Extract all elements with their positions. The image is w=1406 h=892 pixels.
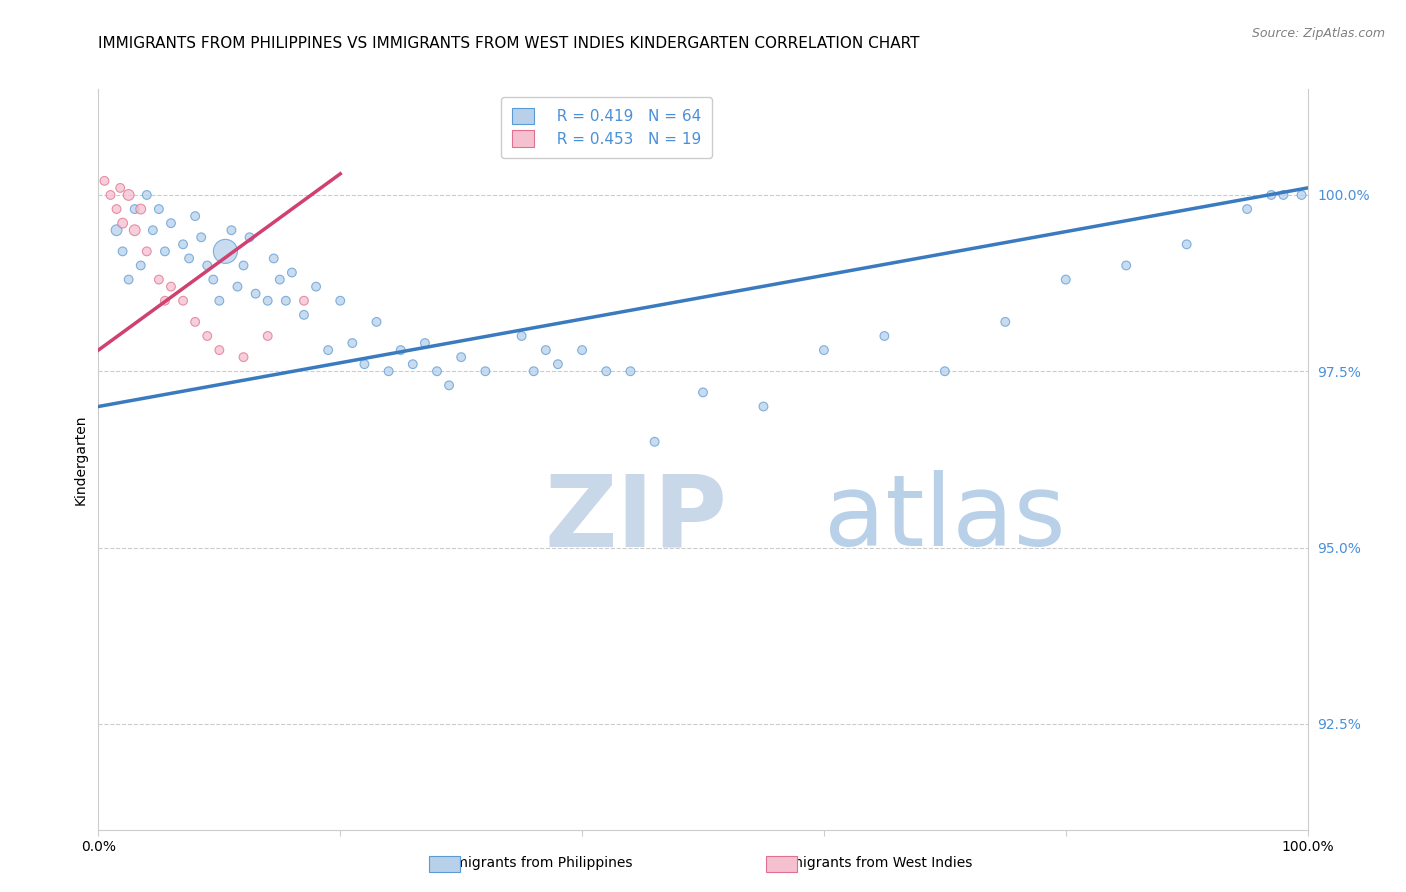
Point [195, 329, 218, 343]
Point [342, 336, 364, 351]
Point [413, 336, 436, 351]
Point [1236, 202, 1258, 216]
Point [547, 357, 569, 371]
Point [184, 209, 207, 223]
Point [316, 343, 339, 357]
Point [510, 329, 533, 343]
Point [534, 343, 557, 357]
Text: Immigrants from West Indies: Immigrants from West Indies [772, 856, 972, 871]
Point [692, 385, 714, 400]
Point [571, 343, 593, 357]
Point [366, 315, 388, 329]
Point [232, 350, 254, 364]
Point [426, 364, 449, 378]
Text: Immigrants from Philippines: Immigrants from Philippines [436, 856, 633, 871]
Point [329, 293, 352, 308]
Point [190, 230, 212, 244]
Legend:   R = 0.419   N = 64,   R = 0.453   N = 19: R = 0.419 N = 64, R = 0.453 N = 19 [501, 97, 711, 158]
Point [269, 272, 291, 286]
Point [111, 244, 134, 259]
Point [108, 181, 131, 195]
Point [281, 266, 304, 280]
Point [232, 259, 254, 273]
Point [160, 216, 183, 230]
Point [450, 350, 472, 364]
Point [105, 223, 128, 237]
Point [595, 364, 617, 378]
Point [172, 293, 194, 308]
Point [353, 357, 375, 371]
Point [124, 202, 146, 216]
Point [142, 223, 165, 237]
Point [292, 293, 315, 308]
Point [305, 279, 328, 293]
Point [214, 244, 236, 259]
Point [148, 202, 170, 216]
Point [994, 315, 1017, 329]
Point [129, 259, 152, 273]
Point [1291, 188, 1313, 202]
Point [118, 272, 141, 286]
Point [1054, 272, 1077, 286]
Point [124, 223, 146, 237]
Point [202, 272, 225, 286]
Point [172, 237, 194, 252]
Text: Source: ZipAtlas.com: Source: ZipAtlas.com [1251, 27, 1385, 40]
Point [873, 329, 896, 343]
Point [148, 272, 170, 286]
Point [153, 244, 176, 259]
Point [1272, 188, 1295, 202]
Point [239, 230, 262, 244]
Point [208, 343, 231, 357]
Point [292, 308, 315, 322]
Point [402, 357, 425, 371]
Point [245, 286, 267, 301]
Text: atlas: atlas [824, 470, 1066, 567]
Text: IMMIGRANTS FROM PHILIPPINES VS IMMIGRANTS FROM WEST INDIES KINDERGARTEN CORRELAT: IMMIGRANTS FROM PHILIPPINES VS IMMIGRANT… [98, 36, 920, 51]
Point [179, 252, 201, 266]
Point [105, 202, 128, 216]
Point [93, 174, 115, 188]
Point [195, 259, 218, 273]
Point [752, 400, 775, 414]
Text: ZIP: ZIP [544, 470, 727, 567]
Point [619, 364, 641, 378]
Point [934, 364, 956, 378]
Y-axis label: Kindergarten: Kindergarten [73, 414, 87, 505]
Point [523, 364, 546, 378]
Point [160, 279, 183, 293]
Point [474, 364, 496, 378]
Point [813, 343, 835, 357]
Point [184, 315, 207, 329]
Point [135, 244, 157, 259]
Point [389, 343, 412, 357]
Point [1175, 237, 1198, 252]
Point [644, 434, 666, 449]
Point [274, 293, 297, 308]
Point [100, 188, 122, 202]
Point [377, 364, 399, 378]
Point [118, 188, 141, 202]
Point [226, 279, 249, 293]
Point [129, 202, 152, 216]
Point [208, 293, 231, 308]
Point [1115, 259, 1137, 273]
Point [111, 216, 134, 230]
Point [437, 378, 460, 392]
Point [256, 329, 278, 343]
Point [256, 293, 278, 308]
Point [153, 293, 176, 308]
Point [135, 188, 157, 202]
Point [1260, 188, 1282, 202]
Point [221, 223, 243, 237]
Point [263, 252, 285, 266]
